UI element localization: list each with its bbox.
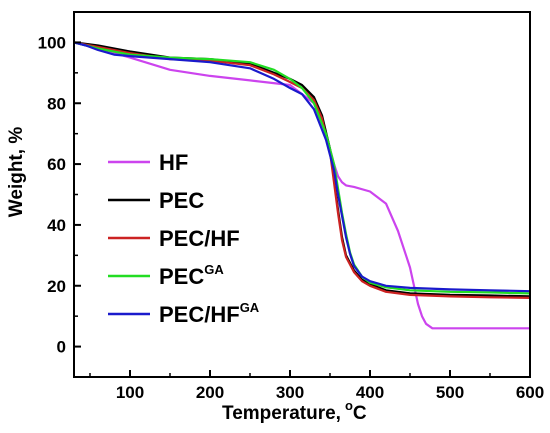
x-tick-label: 100 [116, 383, 144, 402]
legend-label-name: PEC [159, 264, 204, 289]
y-tick-label: 100 [38, 33, 66, 52]
y-tick-label: 0 [57, 338, 66, 357]
y-tick-label: 20 [47, 277, 66, 296]
x-axis-label-unit: C [353, 403, 367, 424]
y-tick-label: 80 [47, 94, 66, 113]
legend-label-sup: GA [204, 262, 224, 277]
series-layer [73, 41, 531, 330]
y-tick-label: 60 [47, 155, 66, 174]
plot-frame [73, 11, 531, 378]
ticks-layer: 100 200 300 400 500 600 0 20 40 60 80 100 [38, 11, 544, 402]
legend-label-name: PEC [159, 188, 204, 213]
legend-label-name: PEC/HF [159, 302, 240, 327]
x-tick-label: 600 [516, 383, 544, 402]
series-line-pec-ga [73, 41, 531, 295]
x-tick-label: 400 [356, 383, 384, 402]
x-axis-label: Temperature, oC [222, 398, 367, 424]
legend-label: PECGA [159, 262, 224, 289]
x-tick-label: 500 [436, 383, 464, 402]
legend-label-name: HF [159, 150, 188, 175]
x-axis-label-unit-sup: o [345, 398, 353, 413]
x-axis-label-text: Temperature, [222, 403, 341, 424]
legend-label: PEC [159, 188, 204, 213]
legend-label-name: PEC/HF [159, 226, 240, 251]
y-axis-label: Weight, % [6, 127, 27, 218]
y-tick-label: 40 [47, 216, 66, 235]
x-tick-label: 200 [196, 383, 224, 402]
series-line-pec [73, 41, 531, 298]
series-line-hf [73, 41, 530, 330]
legend-label: HF [159, 150, 188, 175]
series-line-pec-hf-ga [73, 41, 531, 293]
legend-label: PEC/HFGA [159, 300, 260, 327]
x-tick-label: 300 [276, 383, 304, 402]
legend-label: PEC/HF [159, 226, 240, 251]
series-line-pec-hf [73, 41, 531, 299]
legend-label-sup: GA [240, 300, 260, 315]
